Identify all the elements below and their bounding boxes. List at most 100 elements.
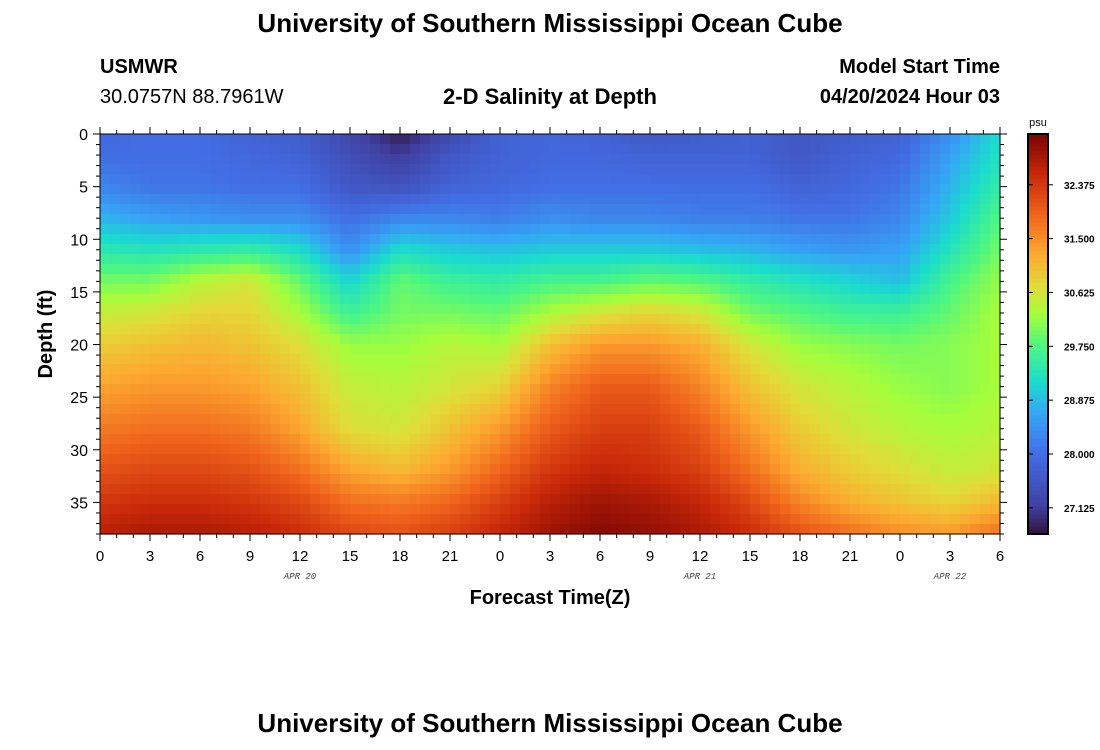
heatmap-cell: [180, 454, 191, 465]
heatmap-cell: [600, 184, 611, 195]
heatmap-cell: [280, 364, 291, 375]
heatmap-cell: [730, 414, 741, 425]
heatmap-cell: [650, 144, 661, 155]
heatmap-cell: [800, 334, 811, 345]
heatmap-cell: [270, 274, 281, 285]
heatmap-cell: [840, 434, 851, 445]
heatmap-cell: [980, 214, 991, 225]
heatmap-cell: [390, 364, 401, 375]
heatmap-cell: [430, 374, 441, 385]
heatmap-cell: [310, 334, 321, 345]
heatmap-cell: [280, 374, 291, 385]
heatmap-cell: [670, 334, 681, 345]
heatmap-cell: [670, 304, 681, 315]
heatmap-cell: [930, 344, 941, 355]
heatmap-cell: [320, 334, 331, 345]
heatmap-cell: [200, 144, 211, 155]
heatmap-cell: [280, 504, 291, 515]
heatmap-cell: [430, 134, 441, 145]
heatmap-cell: [320, 304, 331, 315]
heatmap-cell: [420, 394, 431, 405]
x-tick-label: 12: [292, 548, 309, 565]
heatmap-cell: [110, 334, 121, 345]
heatmap-cell: [180, 174, 191, 185]
heatmap-cell: [820, 174, 831, 185]
heatmap-cell: [780, 484, 791, 495]
heatmap-cell: [660, 384, 671, 395]
heatmap-cell: [410, 334, 421, 345]
heatmap-cell: [460, 484, 471, 495]
heatmap-cell: [690, 274, 701, 285]
heatmap-cell: [630, 234, 641, 245]
heatmap-cell: [720, 274, 731, 285]
heatmap-cell: [630, 204, 641, 215]
heatmap-cell: [550, 494, 561, 505]
heatmap-cell: [790, 474, 801, 485]
heatmap-cell: [150, 274, 161, 285]
heatmap-cell: [740, 304, 751, 315]
heatmap-cell: [220, 474, 231, 485]
heatmap-cell: [840, 254, 851, 265]
heatmap-cell: [850, 204, 861, 215]
heatmap-cell: [690, 194, 701, 205]
heatmap-cell: [750, 364, 761, 375]
heatmap-cell: [230, 444, 241, 455]
heatmap-cell: [880, 524, 891, 535]
heatmap-cell: [160, 194, 171, 205]
heatmap-cell: [630, 194, 641, 205]
heatmap-cell: [960, 374, 971, 385]
heatmap-cell: [800, 284, 811, 295]
heatmap-cell: [280, 314, 291, 325]
heatmap-cell: [740, 354, 751, 365]
heatmap-cell: [710, 154, 721, 165]
heatmap-cell: [770, 494, 781, 505]
heatmap-cell: [340, 314, 351, 325]
heatmap-cell: [640, 434, 651, 445]
heatmap-cell: [640, 494, 651, 505]
heatmap-cell: [810, 254, 821, 265]
heatmap-cell: [170, 474, 181, 485]
heatmap-cell: [880, 474, 891, 485]
heatmap-cell: [410, 364, 421, 375]
colorbar-segment: [1028, 178, 1048, 183]
heatmap-cell: [300, 464, 311, 475]
heatmap-cell: [480, 144, 491, 155]
heatmap-cell: [180, 374, 191, 385]
heatmap-cell: [950, 134, 961, 145]
heatmap-cell: [350, 494, 361, 505]
heatmap-cell: [670, 414, 681, 425]
heatmap-cell: [420, 454, 431, 465]
heatmap-cell: [480, 454, 491, 465]
heatmap-cell: [550, 314, 561, 325]
heatmap-cell: [750, 344, 761, 355]
heatmap-cell: [620, 524, 631, 535]
heatmap-cell: [390, 144, 401, 155]
heatmap-cell: [510, 264, 521, 275]
heatmap-cell: [710, 294, 721, 305]
heatmap-cell: [370, 494, 381, 505]
heatmap-cell: [830, 524, 841, 535]
heatmap-cell: [240, 444, 251, 455]
heatmap-cell: [170, 284, 181, 295]
heatmap-cell: [850, 254, 861, 265]
heatmap-cell: [210, 324, 221, 335]
heatmap-cell: [870, 254, 881, 265]
heatmap-cell: [670, 224, 681, 235]
heatmap-cell: [790, 224, 801, 235]
heatmap-cell: [190, 464, 201, 475]
heatmap-cell: [780, 494, 791, 505]
heatmap-cell: [890, 194, 901, 205]
heatmap-cell: [520, 324, 531, 335]
heatmap-cell: [370, 234, 381, 245]
heatmap-cell: [120, 154, 131, 165]
heatmap-cell: [930, 384, 941, 395]
heatmap-cell: [840, 514, 851, 525]
heatmap-cell: [810, 144, 821, 155]
heatmap-cell: [810, 184, 821, 195]
heatmap-cell: [810, 164, 821, 175]
heatmap-cell: [520, 484, 531, 495]
heatmap-cell: [540, 514, 551, 525]
heatmap-cell: [180, 464, 191, 475]
heatmap-cell: [130, 394, 141, 405]
heatmap-cell: [380, 374, 391, 385]
